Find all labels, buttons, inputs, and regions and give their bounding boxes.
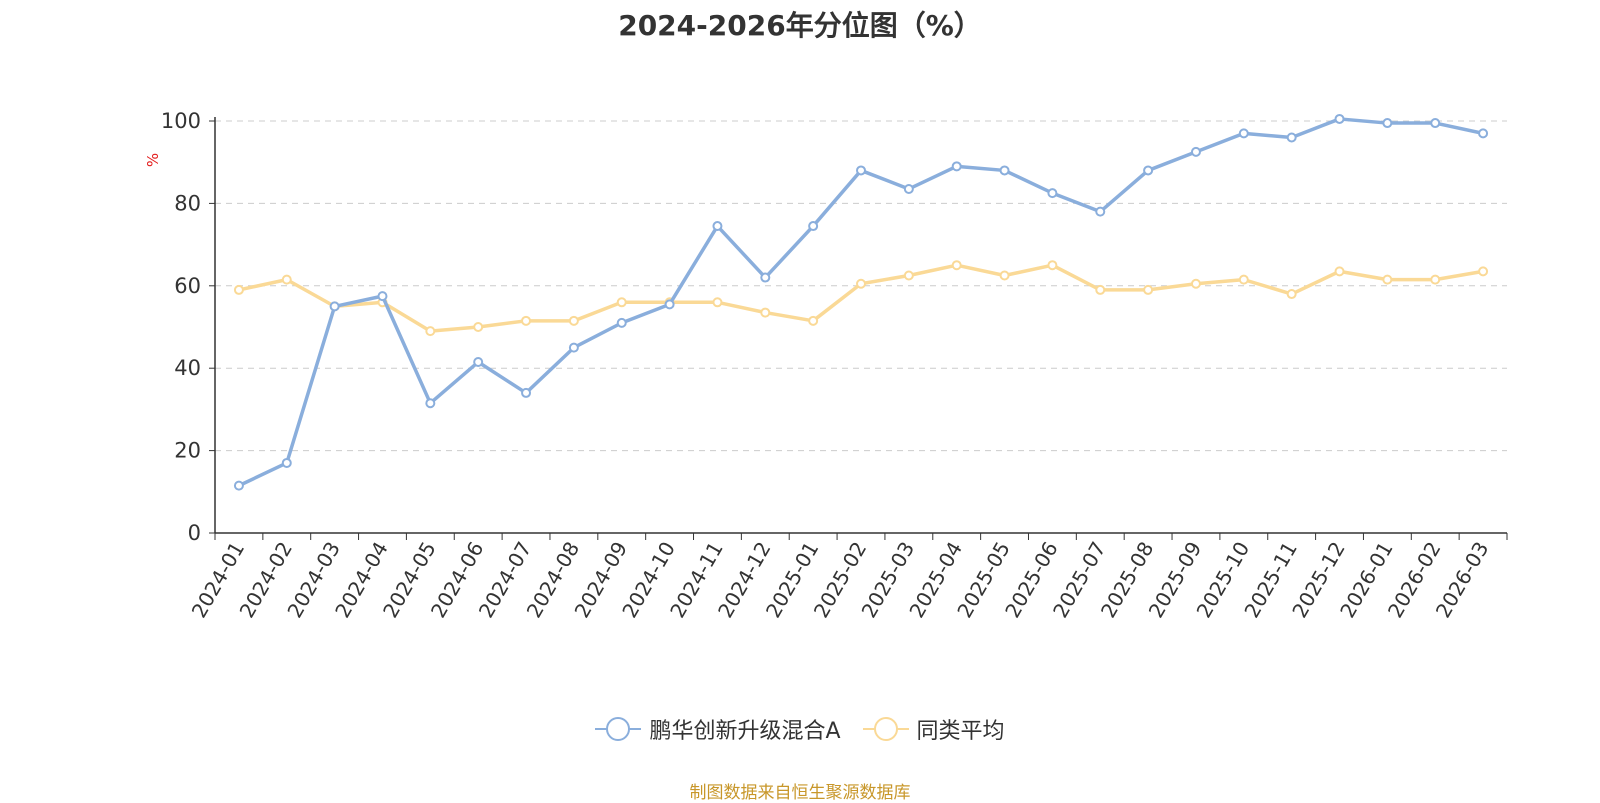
data-point (1334, 266, 1345, 277)
data-point (1382, 274, 1393, 285)
y-tick-label: 60 (174, 274, 201, 298)
data-point (1047, 260, 1058, 271)
data-point (712, 221, 723, 232)
y-axis-label: % (144, 153, 162, 167)
data-point (1382, 118, 1393, 129)
data-point (568, 342, 579, 353)
data-point (712, 297, 723, 308)
data-point (1143, 284, 1154, 295)
y-tick-label: 40 (174, 356, 201, 380)
legend-marker-series-1 (595, 717, 642, 741)
data-point (521, 315, 532, 326)
data-point (377, 291, 388, 302)
data-point (1095, 284, 1106, 295)
data-point (521, 387, 532, 398)
data-point (568, 315, 579, 326)
series-line-2 (238, 263, 1484, 333)
data-point (951, 260, 962, 271)
data-point (616, 317, 627, 328)
data-point (473, 322, 484, 332)
chart-title: 2024-2026年分位图（%） (618, 9, 982, 42)
data-point (1238, 274, 1249, 285)
data-point (1286, 132, 1297, 143)
legend-label-series-1: 鹏华创新升级混合A (649, 719, 841, 744)
data-point (233, 480, 244, 491)
data-point (1430, 274, 1441, 285)
legend: 鹏华创新升级混合A 同类平均 (0, 712, 1600, 746)
series-1 (233, 113, 1489, 491)
data-point (1430, 118, 1441, 129)
data-point (760, 272, 771, 283)
data-point (760, 307, 771, 318)
data-point (903, 270, 914, 281)
data-point (951, 161, 962, 172)
y-tick-label: 100 (161, 109, 201, 133)
data-point (1238, 128, 1249, 139)
series-2 (233, 260, 1489, 337)
data-point (856, 278, 866, 289)
data-point (999, 165, 1010, 176)
data-point (808, 221, 819, 232)
data-point (999, 270, 1010, 281)
data-point (1190, 278, 1201, 289)
data-point (1143, 165, 1154, 176)
data-point (233, 284, 244, 295)
data-point (281, 274, 292, 285)
y-tick-label: 20 (174, 439, 201, 463)
data-point (1478, 128, 1489, 139)
data-point (664, 299, 675, 310)
data-point (281, 457, 292, 468)
data-source-note: 制图数据来自恒生聚源数据库 (689, 783, 911, 803)
data-point (425, 326, 436, 337)
data-point (1095, 206, 1106, 217)
data-point (1286, 289, 1297, 300)
data-point (1047, 188, 1058, 199)
data-point (425, 398, 436, 409)
data-point (808, 315, 819, 326)
legend-marker-series-2 (862, 717, 909, 741)
data-point (616, 297, 627, 308)
y-tick-label: 0 (188, 521, 201, 545)
data-point (903, 183, 914, 194)
y-tick-label: 80 (174, 191, 201, 215)
data-point (473, 357, 484, 368)
data-point (1478, 266, 1489, 277)
data-point (856, 165, 866, 176)
legend-item-series-1[interactable]: 鹏华创新升级混合A (595, 713, 841, 745)
legend-item-series-2[interactable]: 同类平均 (862, 713, 1005, 745)
data-point (329, 301, 340, 312)
legend-label-series-2: 同类平均 (916, 719, 1005, 744)
data-point (1190, 146, 1201, 157)
data-point (1334, 113, 1345, 124)
